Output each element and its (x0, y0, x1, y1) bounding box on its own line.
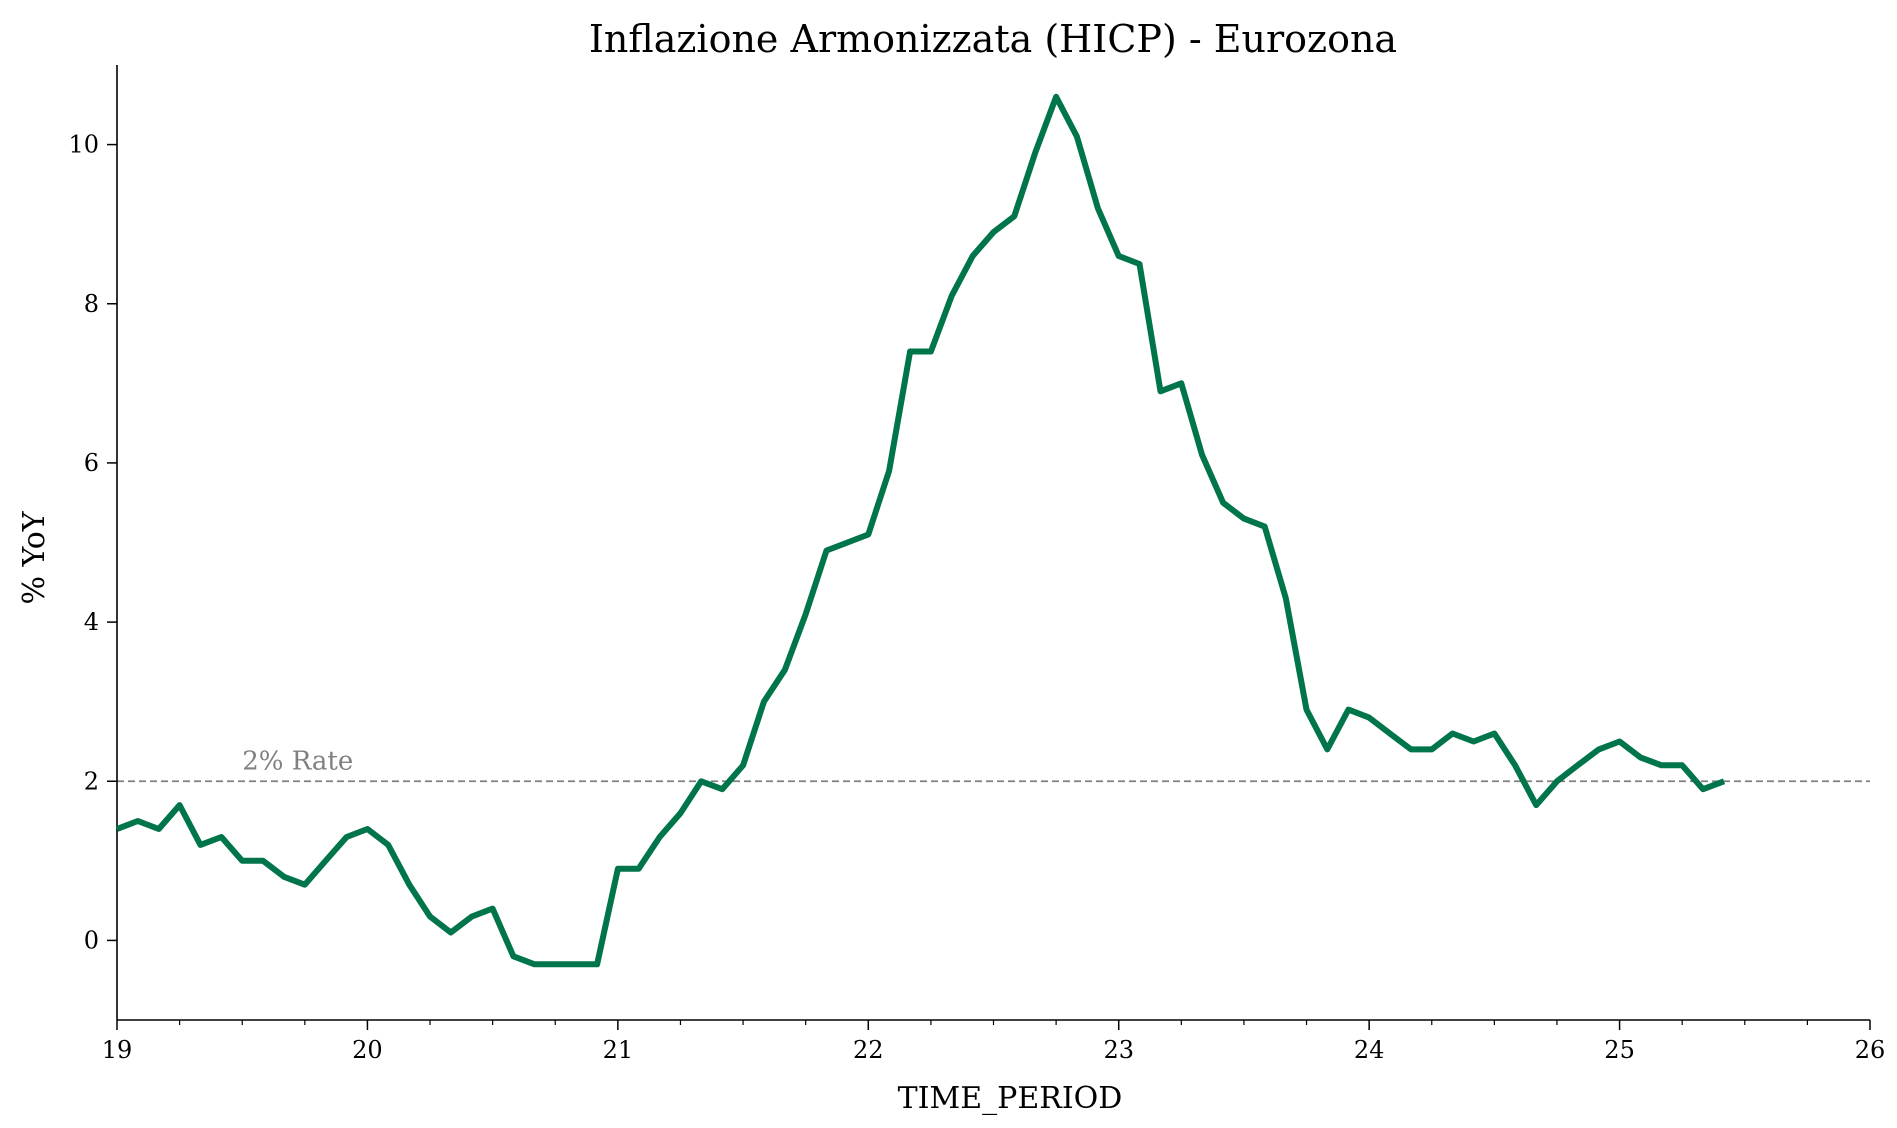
y-tick-label: 10 (68, 131, 99, 159)
y-tick-label: 0 (84, 926, 99, 954)
x-tick-label: 26 (1855, 1036, 1886, 1064)
reference-line-group: 2% Rate (117, 746, 1870, 783)
x-tick-label: 21 (603, 1036, 634, 1064)
y-tick-label: 6 (84, 449, 99, 477)
chart-title: Inflazione Armonizzata (HICP) - Eurozona (589, 17, 1397, 61)
series-line (115, 93, 1726, 968)
x-tick-label: 20 (352, 1036, 383, 1064)
series-group (115, 93, 1726, 968)
x-tick-label: 19 (102, 1036, 133, 1064)
y-tick-label: 2 (84, 767, 99, 795)
x-tick-label: 22 (853, 1036, 884, 1064)
x-axis-label: TIME_PERIOD (898, 1081, 1123, 1116)
y-tick-label: 4 (84, 608, 99, 636)
x-tick-label: 24 (1354, 1036, 1385, 1064)
x-tick-label: 23 (1103, 1036, 1134, 1064)
reference-line-label: 2% Rate (242, 746, 353, 776)
y-axis-label: % YoY (17, 510, 52, 604)
y-tick-label: 8 (84, 290, 99, 318)
x-tick-label: 25 (1604, 1036, 1635, 1064)
